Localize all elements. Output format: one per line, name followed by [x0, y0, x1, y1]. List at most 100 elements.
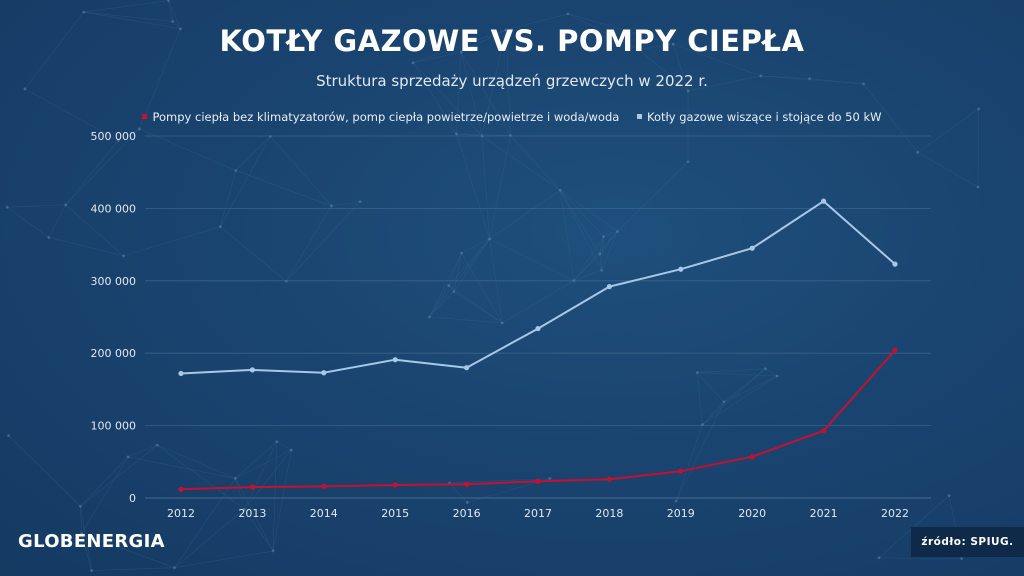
- background-network-line: [461, 252, 503, 324]
- background-network-line: [559, 190, 602, 271]
- background-network-node: [460, 251, 463, 255]
- data-point-gas-boilers: [821, 198, 827, 204]
- background-network-line: [235, 449, 292, 479]
- background-network-node: [218, 225, 222, 229]
- background-network-line: [567, 13, 640, 51]
- background-network-line: [456, 133, 511, 136]
- background-network-line: [573, 236, 604, 281]
- background-network-line: [80, 456, 129, 507]
- source-badge: źródło: SPIUG.: [911, 527, 1024, 557]
- background-network-line: [127, 444, 158, 458]
- background-network-line: [157, 444, 236, 479]
- data-point-gas-boilers: [249, 367, 255, 373]
- data-point-heat-pumps: [464, 481, 470, 487]
- background-network-line: [286, 201, 361, 282]
- y-tick-label: 500 000: [91, 130, 137, 143]
- background-network-line: [81, 533, 92, 571]
- background-network-node: [271, 549, 275, 553]
- background-network-line: [878, 557, 962, 559]
- x-tick-label: 2012: [167, 507, 195, 520]
- background-network-node: [616, 230, 619, 233]
- background-network-line: [460, 51, 511, 136]
- background-network-line: [573, 269, 602, 281]
- background-network-line: [559, 190, 575, 281]
- background-network-line: [599, 254, 602, 271]
- background-network-node: [155, 443, 159, 447]
- background-network-node: [695, 371, 699, 375]
- background-network-line: [83, 0, 169, 13]
- background-network-line: [168, 0, 181, 29]
- background-network-node: [47, 236, 51, 239]
- background-network-node: [960, 557, 964, 561]
- y-tick-label: 400 000: [91, 202, 137, 215]
- page-subtitle: Struktura sprzedaży urządzeń grzewczych …: [316, 72, 708, 90]
- page-title: KOTŁY GAZOWE VS. POMPY CIEPŁA: [219, 24, 805, 58]
- background-network-node: [7, 434, 11, 438]
- background-network-line: [83, 11, 181, 30]
- background-network-line: [429, 291, 455, 318]
- x-tick-label: 2014: [310, 507, 338, 520]
- chart-legend: Pompy ciepła bez klimatyzatorów, pomp ci…: [0, 110, 1024, 124]
- background-network-node: [862, 82, 865, 86]
- background-network-node: [447, 284, 451, 287]
- background-network-line: [449, 482, 468, 503]
- background-network-node: [79, 504, 82, 508]
- background-network-node: [637, 48, 641, 52]
- data-point-gas-boilers: [178, 370, 184, 377]
- background-network-line: [599, 236, 604, 255]
- background-network-node: [686, 89, 690, 93]
- background-network-line: [617, 161, 689, 232]
- background-network-line: [697, 368, 766, 373]
- background-network-line: [510, 135, 561, 191]
- data-point-gas-boilers: [749, 245, 755, 251]
- background-network-node: [116, 139, 120, 142]
- legend-swatch-gas-boilers: [636, 114, 642, 119]
- background-network-line: [559, 190, 604, 237]
- background-network-line: [123, 226, 221, 257]
- data-point-heat-pumps: [892, 347, 898, 353]
- background-network-node: [598, 252, 602, 256]
- background-network-line: [429, 285, 450, 318]
- background-network-line: [559, 190, 601, 255]
- background-network-line: [48, 204, 66, 238]
- background-network-line: [174, 478, 236, 568]
- background-network-node: [877, 556, 881, 560]
- data-point-gas-boilers: [892, 261, 898, 267]
- background-network-line: [65, 204, 124, 257]
- background-network-line: [560, 190, 618, 232]
- background-network-line: [702, 368, 766, 425]
- legend-item-heat-pumps: Pompy ciepła bez klimatyzatorów, pomp ci…: [142, 110, 619, 124]
- background-network-line: [412, 62, 483, 137]
- background-network-line: [489, 190, 561, 240]
- background-network-node: [179, 27, 182, 31]
- background-network-line: [272, 441, 278, 551]
- background-network-node: [602, 235, 605, 239]
- background-network-line: [220, 136, 271, 227]
- background-network-node: [763, 367, 767, 371]
- background-network-node: [500, 321, 504, 325]
- background-network-node: [427, 315, 431, 319]
- background-network-line: [809, 78, 864, 85]
- background-network-line: [413, 51, 462, 64]
- background-network-line: [977, 108, 979, 188]
- background-network-node: [465, 501, 469, 504]
- background-network-node: [23, 87, 27, 91]
- background-network-line: [723, 368, 766, 403]
- background-network-line: [481, 29, 507, 137]
- background-network-line: [48, 237, 124, 257]
- background-network-node: [775, 374, 779, 378]
- background-network-line: [760, 75, 864, 85]
- background-network-line: [272, 449, 292, 551]
- background-network-node: [289, 448, 293, 452]
- background-network-line: [7, 204, 66, 208]
- background-network-node: [330, 204, 333, 208]
- background-network-line: [24, 11, 85, 90]
- legend-swatch-heat-pumps: [142, 114, 148, 119]
- data-point-heat-pumps: [821, 428, 827, 434]
- data-point-heat-pumps: [321, 483, 327, 490]
- background-network-line: [429, 316, 503, 324]
- background-network-line: [429, 238, 490, 318]
- background-network-line: [80, 506, 82, 534]
- data-point-heat-pumps: [606, 476, 613, 482]
